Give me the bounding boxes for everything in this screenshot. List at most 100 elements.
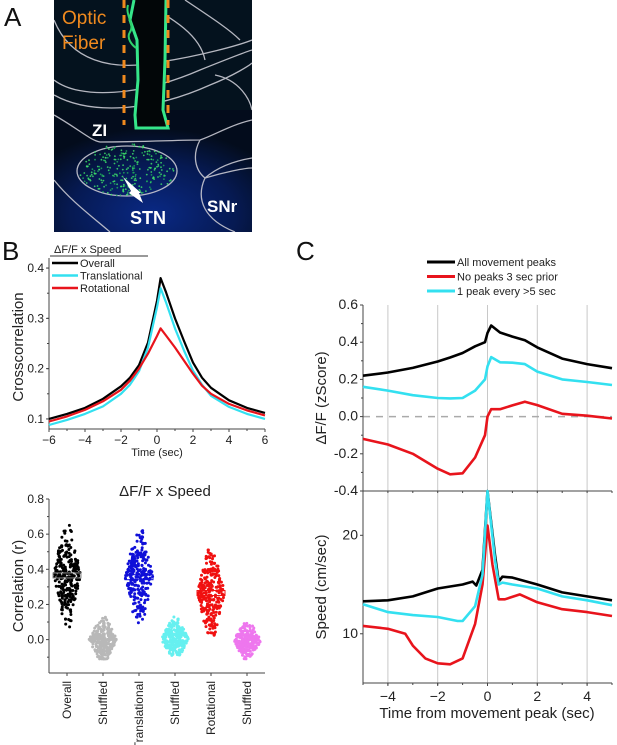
fluorescent-cell	[106, 166, 109, 169]
outline-curve	[214, 74, 252, 111]
data-point	[76, 586, 80, 590]
panel-letter-a: A	[4, 2, 22, 32]
x-tick-label: 4	[583, 688, 591, 704]
data-point	[63, 594, 67, 598]
data-point	[72, 598, 76, 602]
data-point	[246, 653, 250, 657]
data-point	[65, 550, 69, 554]
data-point	[204, 554, 208, 558]
data-point	[237, 649, 241, 653]
fluorescent-cell	[132, 175, 135, 178]
fluorescent-cell	[104, 156, 107, 159]
data-point	[200, 573, 203, 577]
fluorescent-cell	[155, 161, 158, 164]
fluorescent-cell	[139, 177, 142, 180]
data-point	[245, 630, 249, 634]
data-point	[128, 592, 132, 596]
y-tick-label: 0.8	[27, 492, 44, 506]
fluorescent-cell	[134, 182, 136, 185]
y-tick-label: 0.4	[27, 261, 44, 275]
fluorescent-cell	[86, 174, 88, 177]
fluorescent-cell	[133, 179, 136, 182]
data-point	[170, 652, 174, 656]
data-point	[205, 561, 208, 565]
fluorescent-cell	[79, 174, 82, 177]
fiber-track	[126, 0, 170, 130]
data-point	[58, 564, 62, 568]
data-point	[68, 618, 72, 622]
data-point	[93, 637, 97, 641]
data-point	[211, 605, 215, 609]
data-point	[139, 598, 143, 602]
x-tick-label: −4	[78, 433, 92, 447]
data-point	[97, 654, 101, 658]
fluorescent-cell	[138, 188, 141, 191]
data-point	[67, 548, 71, 551]
fluorescent-cell	[105, 184, 107, 187]
fluorescent-cell	[127, 167, 129, 169]
data-point	[103, 653, 107, 657]
data-point	[184, 639, 188, 643]
data-point	[221, 596, 225, 600]
data-point	[200, 578, 204, 582]
data-point	[70, 572, 74, 576]
fluorescent-cell	[102, 156, 104, 159]
category-label: Shuffled	[96, 681, 110, 725]
data-point	[103, 625, 107, 629]
data-point	[58, 555, 62, 559]
data-point	[131, 610, 135, 614]
fluorescent-cell	[85, 182, 88, 184]
data-point	[172, 615, 176, 619]
data-point	[240, 633, 244, 637]
fluorescent-cell	[135, 156, 138, 159]
fluorescent-cell	[105, 145, 108, 148]
data-point	[135, 554, 139, 557]
data-point	[215, 607, 219, 610]
data-point	[177, 629, 181, 633]
data-point	[108, 635, 111, 639]
data-point	[101, 629, 105, 633]
fluorescent-cell	[135, 179, 138, 182]
data-point	[144, 576, 147, 580]
data-point	[64, 617, 67, 621]
data-point	[58, 573, 62, 577]
data-point	[127, 565, 131, 569]
fluorescent-cell	[148, 150, 151, 152]
fluorescent-cell	[106, 156, 109, 159]
data-point	[143, 601, 146, 605]
data-point	[138, 604, 142, 608]
fluorescent-cell	[114, 146, 116, 149]
data-point	[100, 635, 104, 639]
panel-letter-c: C	[296, 236, 315, 266]
data-point	[135, 533, 139, 537]
data-point	[57, 580, 61, 584]
data-point	[140, 563, 144, 567]
fluorescent-cell	[116, 175, 118, 177]
data-point	[130, 547, 134, 551]
fluorescent-cell	[90, 173, 93, 176]
fluorescent-cell	[122, 183, 125, 186]
fluorescent-cell	[115, 173, 118, 176]
fluorescent-cell	[166, 182, 169, 185]
data-point	[167, 623, 171, 627]
data-point	[198, 582, 202, 585]
fluorescent-cell	[168, 167, 171, 170]
mean-box	[52, 572, 82, 579]
stn-fluorescent-cells	[79, 143, 175, 197]
fluorescent-cell	[87, 178, 90, 181]
data-point	[248, 649, 252, 653]
chart-b2-title: ΔF/F x Speed	[119, 483, 211, 500]
data-point	[127, 559, 131, 563]
fluorescent-cell	[157, 165, 160, 167]
data-point	[174, 634, 178, 638]
legend-label: Overall	[80, 258, 115, 270]
fluorescent-cell	[114, 155, 116, 158]
data-point	[142, 542, 146, 545]
data-point	[137, 533, 141, 537]
data-point	[199, 607, 203, 611]
fluorescent-cell	[131, 166, 134, 169]
fluorescent-cell	[125, 168, 128, 171]
data-point	[250, 652, 254, 656]
data-point	[130, 558, 134, 562]
data-point	[103, 615, 107, 619]
